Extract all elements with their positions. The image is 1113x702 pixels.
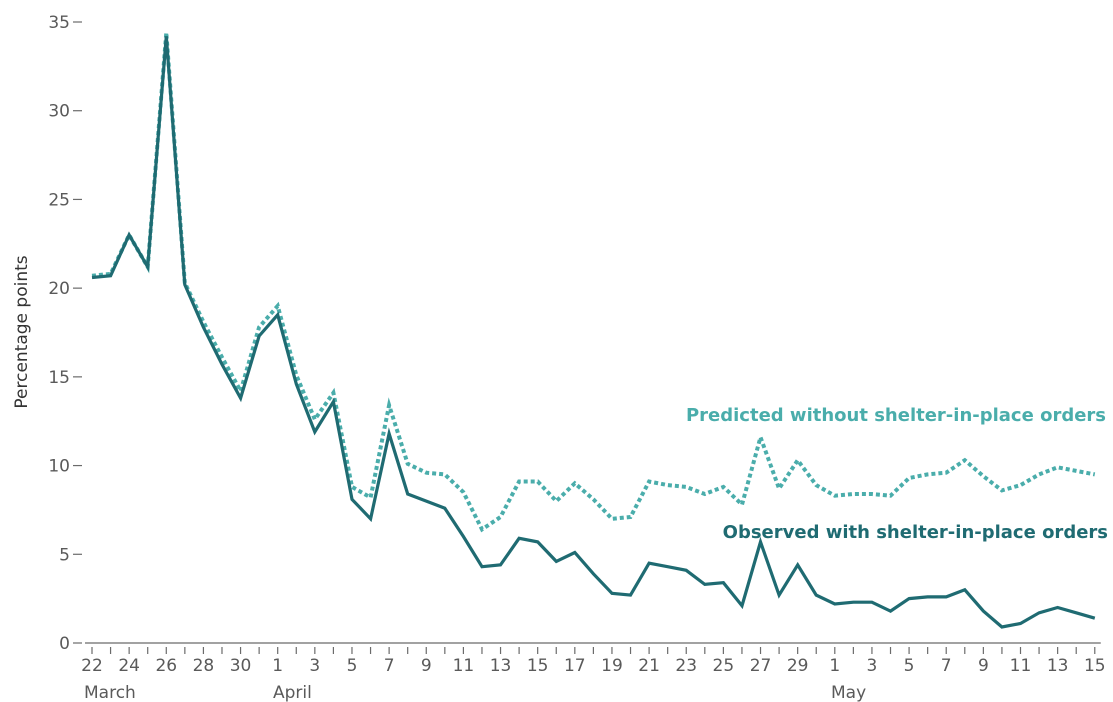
- x-tick-label: 11: [453, 656, 475, 676]
- x-tick-label: 25: [713, 656, 735, 676]
- x-tick-label: 23: [675, 656, 697, 676]
- x-tick-label: 7: [941, 656, 952, 676]
- x-tick-label: 15: [1084, 656, 1106, 676]
- x-tick-label: 3: [309, 656, 320, 676]
- x-tick-label: 11: [1010, 656, 1032, 676]
- x-tick-label: 15: [527, 656, 549, 676]
- x-tick-label: 30: [230, 656, 252, 676]
- x-axis: 22 24 26 28 30 1 3 5 7 9 11 13 15 17 19 21 23 25 27 29 1 3 5 7 9…: [81, 642, 1106, 702]
- x-tick-label: 7: [384, 656, 395, 676]
- month-label: April: [273, 683, 312, 702]
- x-tick-label: 3: [867, 656, 878, 676]
- month-label: March: [84, 683, 136, 702]
- series-label-observed: Observed with shelter-in-place orders: [723, 522, 1108, 543]
- y-tick-label: 35: [48, 13, 70, 33]
- x-tick-label: 26: [155, 656, 177, 676]
- y-tick-label: 0: [59, 634, 70, 654]
- y-axis: 0 5 10 15 20 25 30 35: [48, 13, 82, 654]
- series-line-observed: [91, 36, 1096, 629]
- x-tick-label: 28: [193, 656, 215, 676]
- x-tick-label: 17: [564, 656, 586, 676]
- x-tick-label: 9: [978, 656, 989, 676]
- x-tick-label: 9: [421, 656, 432, 676]
- x-tick-label: 29: [787, 656, 809, 676]
- series-line-predicted: [91, 32, 1096, 533]
- x-tick-label: 13: [490, 656, 512, 676]
- x-tick-label: 5: [904, 656, 915, 676]
- x-tick-label: 19: [601, 656, 623, 676]
- x-tick-label: 1: [272, 656, 283, 676]
- month-label: May: [831, 683, 866, 702]
- y-tick-label: 30: [48, 102, 70, 122]
- series-label-predicted: Predicted without shelter-in-place order…: [686, 405, 1106, 426]
- y-tick-label: 25: [48, 190, 70, 210]
- x-tick-label: 21: [638, 656, 660, 676]
- y-axis-title: Percentage points: [12, 255, 32, 408]
- x-tick-label: 5: [347, 656, 358, 676]
- x-tick-label: 1: [829, 656, 840, 676]
- series-layer: [91, 32, 1096, 629]
- x-tick-label: 13: [1047, 656, 1069, 676]
- y-tick-label: 5: [59, 545, 70, 565]
- y-tick-label: 20: [48, 279, 70, 299]
- y-tick-label: 15: [48, 368, 70, 388]
- x-tick-label: 24: [118, 656, 140, 676]
- x-tick-label: 27: [750, 656, 772, 676]
- y-tick-label: 10: [48, 457, 70, 477]
- x-tick-label: 22: [81, 656, 103, 676]
